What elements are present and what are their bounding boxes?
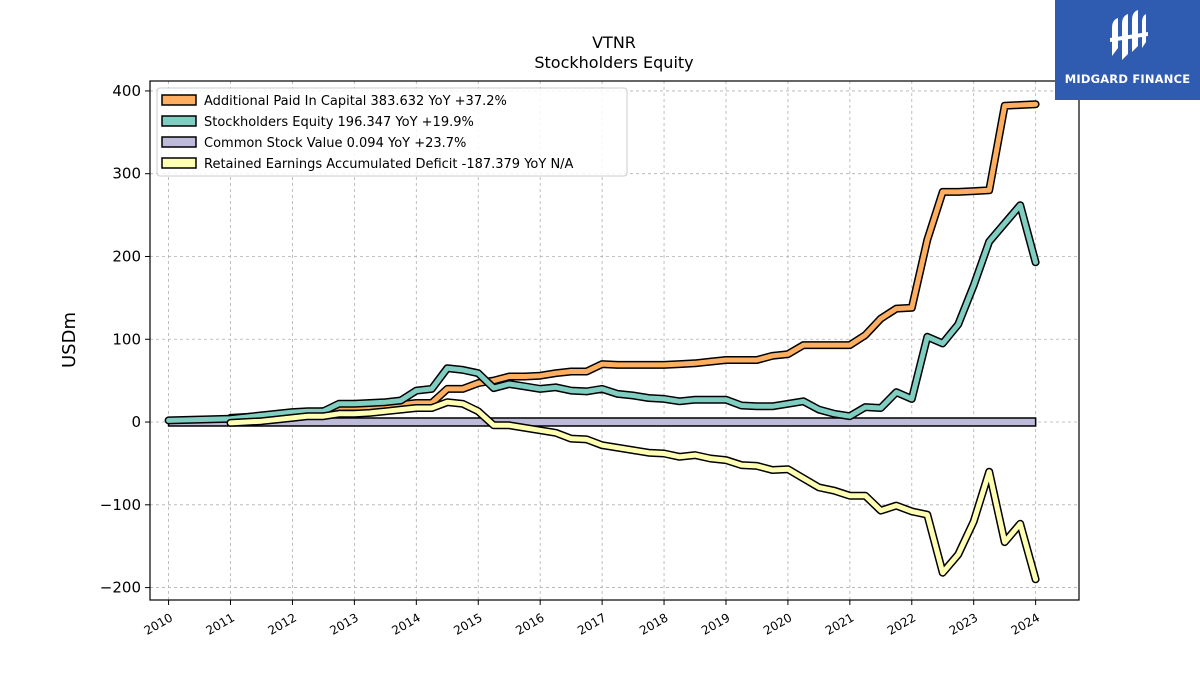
legend: Additional Paid In Capital 383.632 YoY +…: [156, 87, 628, 177]
y-tick-label: 200: [112, 247, 141, 265]
x-tick-label: 2022: [885, 610, 918, 637]
series-path: [228, 399, 1039, 582]
x-tick-label: 2019: [699, 610, 732, 637]
legend-swatch: [161, 115, 197, 127]
legend-box: [156, 87, 628, 177]
x-tick-label: 2021: [823, 610, 856, 637]
x-tick-label: 2015: [451, 610, 484, 637]
series-line-0: [226, 100, 1040, 422]
x-tick-label: 2018: [637, 610, 670, 637]
y-tick-label: 300: [112, 165, 141, 183]
x-tick-label: 2012: [265, 610, 298, 637]
y-tick-label: 400: [112, 82, 141, 100]
x-tick-label: 2017: [575, 610, 608, 637]
y-tick-label: −100: [100, 496, 141, 514]
series-layer: [164, 100, 1040, 584]
y-axis-label: USDm: [59, 312, 80, 368]
series-path: [166, 202, 1039, 423]
x-tick-label: 2013: [327, 610, 360, 637]
x-tick-label: 2024: [1009, 610, 1042, 637]
logo-mark-icon: [1109, 10, 1148, 60]
legend-label: Retained Earnings Accumulated Deficit -1…: [204, 157, 574, 172]
x-tick-label: 2014: [389, 610, 422, 637]
legend-swatch: [161, 94, 197, 106]
series-path: [228, 101, 1039, 421]
x-tick-label: 2011: [204, 610, 237, 637]
x-tick-label: 2016: [513, 610, 546, 637]
y-tick-label: −200: [100, 579, 141, 597]
y-axis: −200 −100 0 100 200 300 400: [100, 82, 150, 597]
legend-label: Additional Paid In Capital 383.632 YoY +…: [204, 94, 507, 109]
series-line-3: [226, 398, 1040, 584]
legend-label: Common Stock Value 0.094 YoY +23.7%: [204, 136, 466, 151]
plot-frame: [149, 80, 1080, 601]
chart-title: VTNR: [592, 33, 636, 52]
x-tick-label: 2010: [142, 610, 175, 637]
legend-swatch: [161, 136, 197, 148]
y-tick-label: 100: [112, 330, 141, 348]
series-outline: [226, 398, 1040, 584]
brand-logo: MIDGARD FINANCE: [1055, 0, 1200, 100]
series-line-1: [164, 201, 1040, 425]
legend-swatch: [161, 157, 197, 169]
x-axis: 2010 2011 2012 2013 2014 2015 2016 2017 2018 2019…: [142, 600, 1042, 638]
chart-subtitle: Stockholders Equity: [534, 53, 693, 72]
x-tick-label: 2023: [947, 610, 980, 637]
y-tick-label: 0: [131, 413, 141, 431]
x-tick-label: 2020: [761, 610, 794, 637]
legend-label: Stockholders Equity 196.347 YoY +19.9%: [204, 115, 474, 130]
brand-name: MIDGARD FINANCE: [1064, 72, 1191, 86]
